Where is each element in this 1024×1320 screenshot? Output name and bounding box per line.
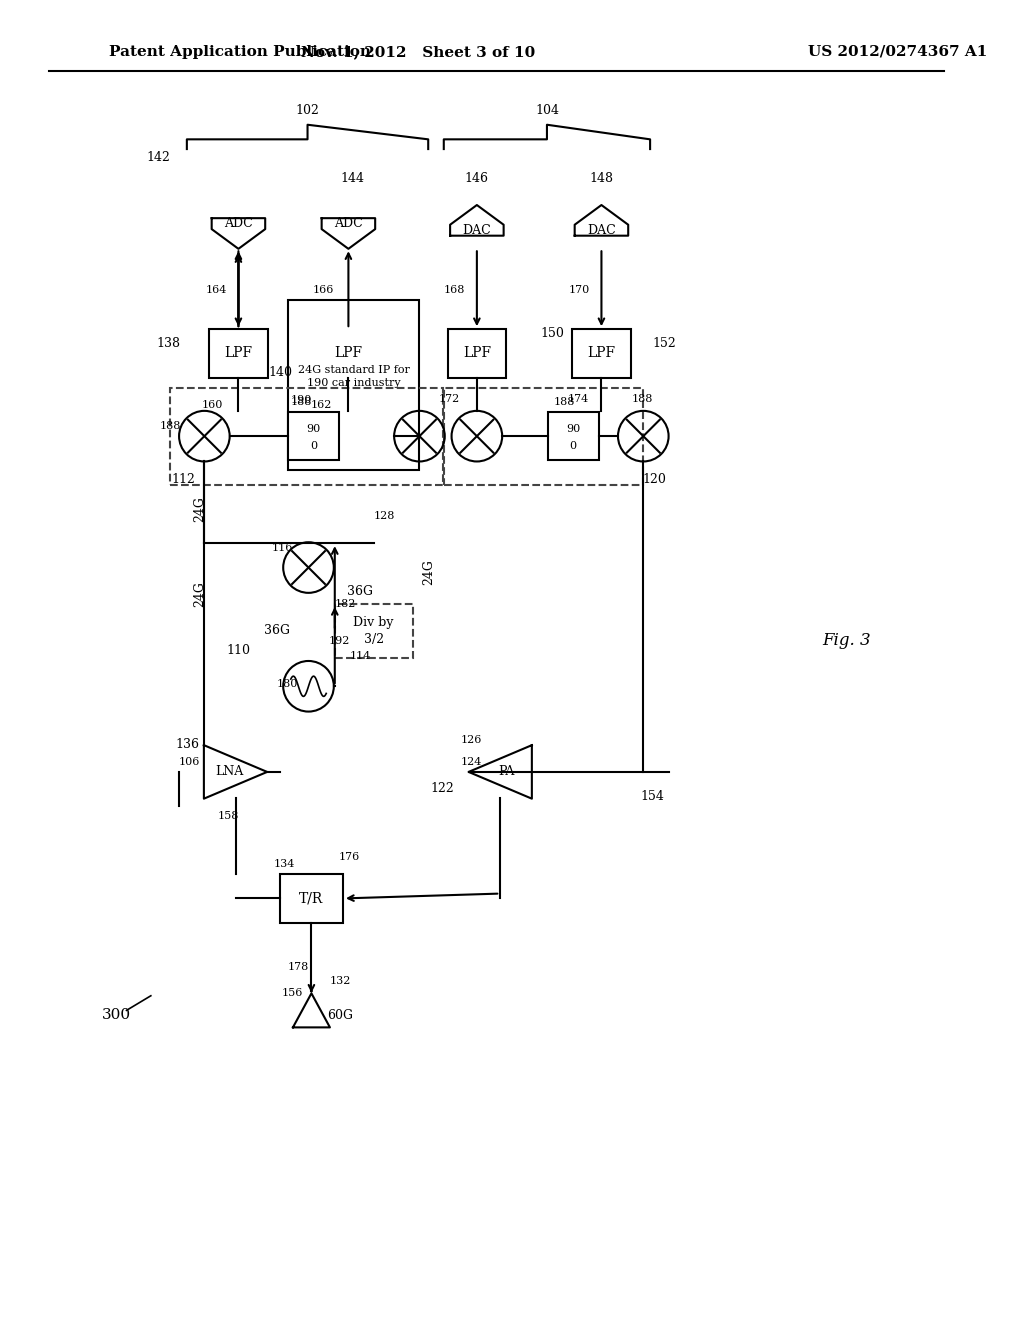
Text: 0: 0 bbox=[569, 441, 577, 451]
Text: ADC: ADC bbox=[224, 216, 253, 230]
Text: LPF: LPF bbox=[463, 346, 490, 360]
Text: 142: 142 bbox=[146, 152, 170, 164]
Text: 24G standard IP for
190 car industry: 24G standard IP for 190 car industry bbox=[298, 364, 410, 388]
Text: 178: 178 bbox=[287, 961, 308, 972]
Text: 162: 162 bbox=[310, 400, 332, 411]
Text: 188: 188 bbox=[632, 395, 653, 404]
Text: 134: 134 bbox=[273, 859, 295, 870]
Text: Div by
3/2: Div by 3/2 bbox=[353, 616, 394, 645]
Text: 176: 176 bbox=[339, 851, 359, 862]
Text: 116: 116 bbox=[271, 543, 293, 553]
Text: 170: 170 bbox=[568, 285, 590, 296]
Text: 156: 156 bbox=[282, 987, 303, 998]
Text: 188: 188 bbox=[291, 397, 312, 407]
Text: 172: 172 bbox=[439, 395, 460, 404]
Text: 132: 132 bbox=[330, 977, 351, 986]
Text: 152: 152 bbox=[652, 337, 676, 350]
Text: 90: 90 bbox=[306, 424, 321, 434]
Text: Fig. 3: Fig. 3 bbox=[822, 632, 871, 649]
Text: 60G: 60G bbox=[327, 1008, 352, 1022]
Text: 136: 136 bbox=[175, 738, 200, 751]
Text: 36G: 36G bbox=[264, 624, 291, 638]
Text: DAC: DAC bbox=[463, 223, 492, 236]
FancyBboxPatch shape bbox=[447, 329, 506, 378]
FancyBboxPatch shape bbox=[288, 300, 420, 470]
Text: Patent Application Publication: Patent Application Publication bbox=[109, 45, 371, 59]
Text: 148: 148 bbox=[590, 172, 613, 185]
Polygon shape bbox=[204, 746, 267, 799]
Text: T/R: T/R bbox=[299, 891, 324, 906]
FancyBboxPatch shape bbox=[280, 874, 343, 923]
FancyBboxPatch shape bbox=[319, 329, 378, 378]
Text: LPF: LPF bbox=[224, 346, 253, 360]
FancyBboxPatch shape bbox=[572, 329, 631, 378]
Polygon shape bbox=[451, 205, 504, 236]
Text: 190: 190 bbox=[291, 395, 312, 405]
Text: 0: 0 bbox=[310, 441, 317, 451]
Text: 180: 180 bbox=[276, 680, 298, 689]
Text: 106: 106 bbox=[179, 758, 201, 767]
Text: 150: 150 bbox=[540, 327, 564, 341]
Text: 164: 164 bbox=[206, 285, 226, 296]
Text: 166: 166 bbox=[312, 285, 334, 296]
Text: LPF: LPF bbox=[335, 346, 362, 360]
Text: 104: 104 bbox=[535, 104, 559, 117]
Text: 122: 122 bbox=[431, 781, 455, 795]
Text: 138: 138 bbox=[156, 337, 180, 350]
Text: PA: PA bbox=[499, 766, 515, 779]
Text: 120: 120 bbox=[642, 474, 667, 487]
Text: 300: 300 bbox=[102, 1008, 131, 1022]
Text: 158: 158 bbox=[218, 810, 240, 821]
Polygon shape bbox=[574, 205, 628, 236]
Text: 154: 154 bbox=[640, 789, 664, 803]
Text: 24G: 24G bbox=[193, 496, 206, 523]
Polygon shape bbox=[322, 218, 375, 248]
Text: 36G: 36G bbox=[347, 585, 373, 598]
Text: 112: 112 bbox=[171, 474, 196, 487]
FancyBboxPatch shape bbox=[548, 412, 598, 461]
Polygon shape bbox=[212, 218, 265, 248]
Text: 124: 124 bbox=[461, 758, 481, 767]
Text: 192: 192 bbox=[329, 635, 350, 645]
Text: 160: 160 bbox=[202, 400, 223, 411]
Polygon shape bbox=[469, 746, 531, 799]
Text: LPF: LPF bbox=[588, 346, 615, 360]
Text: 188: 188 bbox=[554, 397, 575, 407]
Text: 24G: 24G bbox=[422, 560, 435, 585]
Polygon shape bbox=[293, 994, 330, 1027]
Text: 188: 188 bbox=[160, 421, 181, 432]
Text: DAC: DAC bbox=[587, 223, 615, 236]
Text: US 2012/0274367 A1: US 2012/0274367 A1 bbox=[808, 45, 987, 59]
Text: 110: 110 bbox=[226, 644, 251, 657]
Text: 128: 128 bbox=[374, 511, 395, 521]
FancyBboxPatch shape bbox=[288, 412, 339, 461]
Text: LNA: LNA bbox=[215, 766, 244, 779]
Text: 114: 114 bbox=[349, 651, 371, 661]
Text: 174: 174 bbox=[567, 395, 589, 404]
Text: 90: 90 bbox=[566, 424, 581, 434]
Text: Nov. 1, 2012   Sheet 3 of 10: Nov. 1, 2012 Sheet 3 of 10 bbox=[301, 45, 536, 59]
Text: 168: 168 bbox=[443, 285, 465, 296]
Text: 102: 102 bbox=[296, 104, 319, 117]
Text: 144: 144 bbox=[340, 172, 365, 185]
Text: 146: 146 bbox=[465, 172, 488, 185]
Text: 182: 182 bbox=[335, 598, 356, 609]
FancyBboxPatch shape bbox=[209, 329, 267, 378]
Text: 126: 126 bbox=[461, 735, 481, 744]
Text: 24G: 24G bbox=[193, 581, 206, 607]
Text: ADC: ADC bbox=[334, 216, 362, 230]
Text: 140: 140 bbox=[268, 367, 292, 379]
FancyBboxPatch shape bbox=[335, 605, 413, 657]
